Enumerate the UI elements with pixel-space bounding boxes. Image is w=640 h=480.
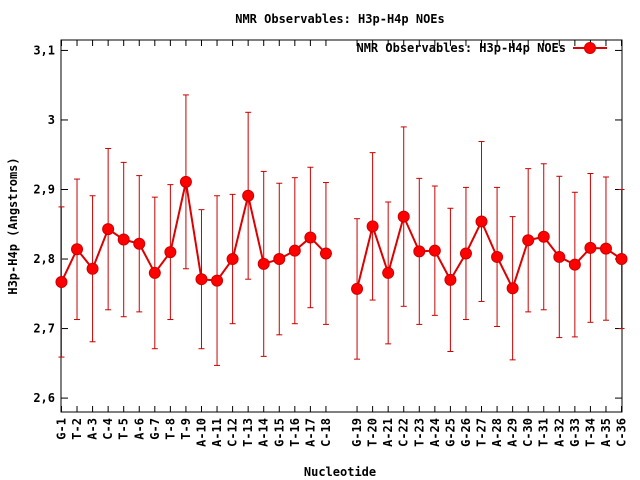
- x-tick-label: A-35: [599, 418, 613, 447]
- x-tick-label: C-12: [226, 418, 240, 447]
- x-tick-label: C-22: [397, 418, 411, 447]
- legend: NMR Observables: H3p-H4p NOEs: [356, 41, 607, 55]
- series-line-segment: [60, 180, 327, 283]
- x-tick-label: A-32: [552, 418, 566, 447]
- x-tick-label: T-8: [163, 418, 177, 440]
- data-point: [599, 242, 612, 255]
- data-point: [397, 210, 410, 223]
- x-tick-label: C-30: [521, 418, 535, 447]
- x-tick-label: C-18: [319, 418, 333, 447]
- y-tick-label: 2,9: [33, 182, 55, 196]
- x-tick-label: T-34: [583, 418, 597, 447]
- chart-title: NMR Observables: H3p-H4p NOEs: [235, 12, 445, 26]
- legend-marker: [584, 42, 596, 54]
- x-tick-label: A-24: [428, 418, 442, 447]
- data-point: [71, 243, 84, 256]
- data-point: [444, 273, 457, 286]
- data-point: [211, 274, 224, 287]
- data-point: [55, 275, 68, 288]
- x-tick-label: T-5: [117, 418, 131, 440]
- data-point: [506, 282, 519, 295]
- data-point: [568, 258, 581, 271]
- x-tick-label: A-3: [86, 418, 100, 440]
- data-point: [428, 244, 441, 257]
- series-lines: [60, 180, 623, 290]
- x-tick-label: T-20: [366, 418, 380, 447]
- series-line-segment: [356, 215, 623, 290]
- x-tick-label: A-10: [194, 418, 208, 447]
- data-point: [102, 223, 115, 236]
- x-tick-label: T-23: [412, 418, 426, 447]
- data-point: [553, 250, 566, 263]
- data-point: [615, 253, 628, 266]
- x-tick-label: G-33: [568, 418, 582, 447]
- x-tick-label: G-15: [272, 418, 286, 447]
- x-axis-ticks: G-1 T-2 A-3 C-4 T-5 A-6 G-7 T-8 T-9 A-10 A-11 C-12 T…: [54, 40, 629, 447]
- data-point: [366, 220, 379, 233]
- error-bars: [58, 94, 625, 366]
- data-point: [319, 247, 332, 260]
- y-axis-label: H3p-H4p (Angstroms): [6, 157, 20, 294]
- data-point: [195, 273, 208, 286]
- data-point: [164, 246, 177, 259]
- data-point: [273, 253, 286, 266]
- data-point: [491, 250, 504, 263]
- data-point: [179, 175, 192, 188]
- data-point: [382, 266, 395, 279]
- x-tick-label: T-16: [288, 418, 302, 447]
- data-point: [413, 245, 426, 258]
- x-tick-label: G-26: [459, 418, 473, 447]
- data-point: [133, 237, 146, 250]
- plot-frame: [60, 39, 623, 413]
- x-tick-label: T-31: [537, 418, 551, 447]
- data-point: [351, 282, 364, 295]
- x-tick-label: A-28: [490, 418, 504, 447]
- y-axis-ticks: 2,6 2,7 2,8 2,9 3 3,1: [33, 43, 622, 405]
- data-points: [55, 175, 628, 295]
- data-point: [86, 262, 99, 275]
- x-tick-label: G-25: [443, 418, 457, 447]
- data-point: [584, 241, 597, 254]
- data-point: [148, 266, 161, 279]
- data-point: [288, 244, 301, 257]
- x-tick-label: A-11: [210, 418, 224, 447]
- x-tick-label: T-9: [179, 418, 193, 440]
- y-tick-label: 3: [48, 113, 55, 127]
- x-tick-label: C-4: [101, 418, 115, 440]
- y-tick-label: 2,7: [33, 322, 55, 336]
- data-point: [257, 257, 270, 270]
- x-tick-label: A-29: [506, 418, 520, 447]
- x-tick-label: C-36: [615, 418, 629, 447]
- legend-label: NMR Observables: H3p-H4p NOEs: [356, 41, 566, 55]
- data-point: [459, 247, 472, 260]
- x-tick-label: A-21: [381, 418, 395, 447]
- y-tick-label: 3,1: [33, 43, 55, 57]
- x-tick-label: A-6: [132, 418, 146, 440]
- x-tick-label: G-19: [350, 418, 364, 447]
- x-tick-label: G-7: [148, 418, 162, 440]
- x-tick-label: T-13: [241, 418, 255, 447]
- data-point: [304, 231, 317, 244]
- x-tick-label: T-2: [70, 418, 84, 440]
- data-point: [117, 233, 130, 246]
- data-point: [475, 215, 488, 228]
- y-tick-label: 2,6: [33, 391, 55, 405]
- x-tick-label: T-27: [475, 418, 489, 447]
- x-tick-label: A-17: [303, 418, 317, 447]
- x-axis-label: Nucleotide: [304, 465, 376, 479]
- data-point: [522, 234, 535, 247]
- x-tick-label: A-14: [257, 418, 271, 447]
- data-point: [242, 189, 255, 202]
- data-point: [537, 230, 550, 243]
- x-tick-label: G-1: [54, 418, 68, 440]
- data-point: [226, 253, 239, 266]
- y-tick-label: 2,8: [33, 252, 55, 266]
